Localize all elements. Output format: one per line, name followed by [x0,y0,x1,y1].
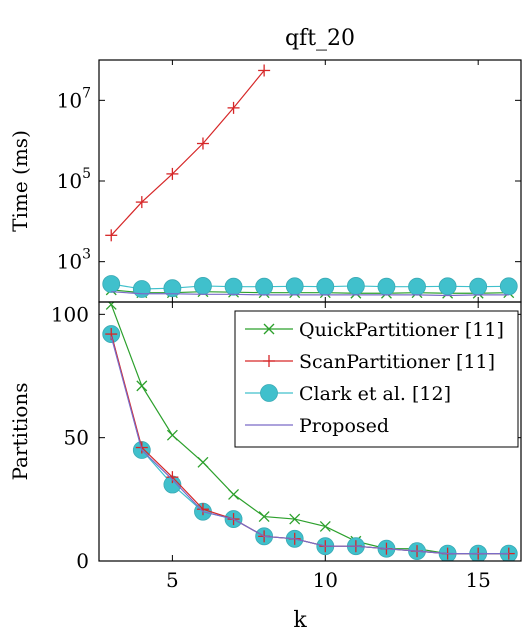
partition-point [166,429,178,441]
partition-point [196,503,209,516]
time-point [227,101,240,114]
y-tick-label-bottom: 0 [76,549,89,573]
legend-label: Clark et al. [12] [299,383,451,405]
legend-entry: QuickPartitioner [11] [245,319,504,341]
x-tick-label: 15 [465,568,490,592]
partitions-panel-frame [98,301,522,562]
legend-marker [263,355,275,367]
y-tick-label-bottom: 50 [64,426,89,450]
time-point [499,277,518,296]
x-tick-label: 5 [166,568,179,592]
partition-line-none [110,336,509,555]
y-axis-label-time: Time (ms) [8,130,32,232]
legend-entry: Clark et al. [12] [245,383,451,405]
partition-point [197,456,209,468]
y-tick-label-top: 105 [57,166,91,193]
partitions-panel: 0 50 100 5 10 15 k Partitions [8,301,522,633]
legend-label: Proposed [299,415,389,437]
legend-label: ScanPartitioner [11] [299,351,495,373]
time-point [316,277,335,296]
x-axis-label: k [293,608,307,633]
partition-point [228,488,240,500]
time-point [285,277,304,296]
time-line-none [111,291,509,297]
legend-box [234,310,519,448]
time-panel: 103 105 107 Time (ms) [8,59,522,303]
partition-point [258,511,270,523]
partition-point [319,521,331,532]
time-point [469,277,488,296]
x-tick-label: 10 [313,568,338,592]
time-point [196,137,209,150]
y-tick-label-top: 107 [57,85,91,112]
time-point [135,196,148,209]
time-line-plus [110,70,265,236]
time-point [102,275,121,293]
y-tick-label-top: 103 [57,247,91,274]
time-point [132,280,151,298]
partition-point [166,471,179,484]
partition-series-group [102,302,518,561]
time-point [255,277,274,296]
partition-point [135,441,148,454]
legend-label: QuickPartitioner [11] [299,319,504,341]
time-point [224,277,243,296]
partition-point [289,513,301,525]
y-tick-label-bottom: 100 [51,302,89,326]
time-point [258,64,271,77]
legend-entry: Proposed [245,415,389,437]
time-point [377,277,396,296]
partition-point [105,302,117,310]
time-point [194,277,212,295]
time-series-group [102,64,518,299]
time-point [105,229,118,242]
partition-point [136,380,148,392]
time-point [438,277,457,296]
time-point [163,279,182,298]
time-point [166,167,179,180]
legend-marker [260,384,278,402]
legend-marker [263,323,275,335]
y-axis-label-partitions: Partitions [8,382,32,480]
time-point [346,277,365,295]
legend: QuickPartitioner [11] ScanPartitioner [11… [234,310,519,448]
time-point [408,277,426,296]
legend-entry: ScanPartitioner [11] [245,351,495,373]
chart-title: qft_20 [285,26,355,51]
time-panel-frame [98,59,522,303]
